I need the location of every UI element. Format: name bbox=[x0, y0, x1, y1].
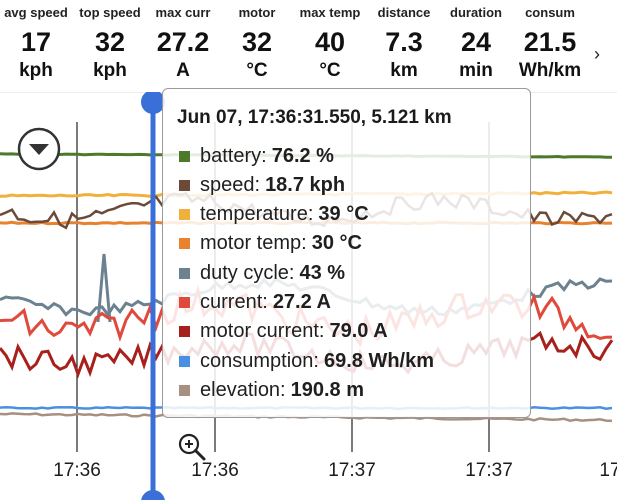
stat-value: 32 bbox=[241, 27, 273, 57]
stat-0: avg speed 17 kph bbox=[0, 0, 81, 82]
series-name: current: bbox=[200, 291, 268, 313]
stat-unit: °C bbox=[319, 60, 341, 81]
series-swatch bbox=[179, 150, 190, 162]
cursor-handle-top bbox=[141, 92, 165, 114]
stat-label: top speed bbox=[79, 5, 141, 20]
stat-3: motor 32 °C bbox=[212, 0, 302, 82]
series-swatch bbox=[179, 297, 190, 308]
duty-cycle-spike bbox=[96, 253, 112, 323]
series-name: speed: bbox=[200, 173, 261, 196]
series-name: consumption: bbox=[200, 349, 319, 372]
stats-bar: avg speed 17 kph top speed 32 kph max curr 27.2… bbox=[0, 0, 617, 92]
stat-label: avg speed bbox=[4, 5, 68, 20]
stat-label: max temp bbox=[299, 5, 361, 20]
stat-1: top speed 32 kph bbox=[65, 0, 155, 82]
stat-6: duration 24 min bbox=[431, 0, 521, 82]
stat-7: consum 21.5 Wh/km bbox=[505, 0, 595, 82]
stat-unit: km bbox=[390, 60, 418, 81]
series-value: 76.2 % bbox=[271, 144, 334, 167]
stat-unit: kph bbox=[19, 60, 53, 81]
series-swatch bbox=[179, 209, 190, 221]
chevron-down-circle-icon[interactable] bbox=[16, 126, 62, 172]
tooltip-row: consumption: 69.8 Wh/km bbox=[179, 347, 434, 375]
series-name: duty cycle: bbox=[200, 261, 295, 284]
x-tick-label: 17:36 bbox=[53, 460, 101, 481]
series-swatch bbox=[179, 326, 190, 338]
series-swatch bbox=[179, 267, 190, 279]
series-name: motor temp: bbox=[200, 232, 307, 255]
stat-label: motor bbox=[238, 5, 276, 20]
series-value: 69.8 Wh/km bbox=[323, 349, 435, 372]
stat-value: 32 bbox=[94, 27, 126, 57]
stat-unit: kph bbox=[93, 60, 127, 81]
x-tick-label: 17:36 bbox=[191, 460, 239, 481]
tooltip-row: speed: 18.7 kph bbox=[179, 171, 345, 199]
cursor-handle-bottom bbox=[141, 490, 165, 500]
stat-label: distance bbox=[377, 5, 431, 20]
series-name: elevation: bbox=[200, 378, 286, 401]
tooltip-header: Jun 07, 17:36:31.550, 5.121 km bbox=[177, 107, 452, 128]
series-swatch bbox=[179, 238, 190, 250]
tooltip-row: motor current: 79.0 A bbox=[179, 318, 388, 346]
stat-unit: A bbox=[176, 60, 190, 81]
stat-value: 27.2 bbox=[156, 27, 210, 57]
series-value: 79.0 A bbox=[329, 320, 388, 343]
x-tick-label: 17:37 bbox=[465, 460, 513, 481]
series-value: 39 °C bbox=[318, 203, 369, 226]
series-swatch bbox=[179, 355, 190, 367]
series-value: 43 % bbox=[299, 261, 346, 284]
stat-value: 24 bbox=[460, 27, 492, 57]
stat-label: max curr bbox=[155, 5, 211, 20]
x-tick-label: 17:37 bbox=[328, 460, 376, 481]
zoom-in-icon[interactable] bbox=[177, 432, 207, 462]
stat-5: distance 7.3 km bbox=[359, 0, 449, 82]
tooltip-row: elevation: 190.8 m bbox=[179, 376, 364, 404]
stat-value: 7.3 bbox=[385, 27, 423, 57]
data-tooltip: Jun 07, 17:36:31.550, 5.121 km battery: 7… bbox=[162, 88, 531, 418]
chevron-right-icon[interactable]: › bbox=[594, 44, 600, 64]
stat-label: duration bbox=[450, 5, 502, 20]
tooltip-row: battery: 76.2 % bbox=[179, 142, 334, 170]
series-swatch bbox=[179, 179, 190, 191]
series-value: 30 °C bbox=[311, 232, 362, 255]
series-value: 27.2 A bbox=[272, 291, 331, 313]
tooltip-row: current: 27.2 A bbox=[179, 289, 331, 317]
stat-4: max temp 40 °C bbox=[285, 0, 375, 82]
stat-value: 40 bbox=[314, 27, 346, 57]
series-name: temperature: bbox=[200, 203, 314, 226]
tooltip-row: temperature: 39 °C bbox=[179, 201, 369, 229]
series-value: 190.8 m bbox=[290, 378, 365, 401]
stat-unit: Wh/km bbox=[518, 60, 582, 81]
stat-value: 21.5 bbox=[523, 27, 577, 57]
series-name: motor current: bbox=[200, 320, 325, 343]
stat-unit: min bbox=[459, 60, 493, 81]
tooltip-row: duty cycle: 43 % bbox=[179, 259, 345, 287]
stat-unit: °C bbox=[246, 60, 268, 81]
series-value: 18.7 kph bbox=[265, 173, 346, 196]
tooltip-row: motor temp: 30 °C bbox=[179, 230, 362, 258]
x-tick-label: 17 bbox=[599, 460, 617, 481]
stat-value: 17 bbox=[20, 27, 52, 57]
series-name: battery: bbox=[200, 144, 267, 167]
stat-2: max curr 27.2 A bbox=[138, 0, 228, 82]
stat-label: consum bbox=[525, 5, 575, 20]
series-swatch bbox=[179, 384, 190, 396]
